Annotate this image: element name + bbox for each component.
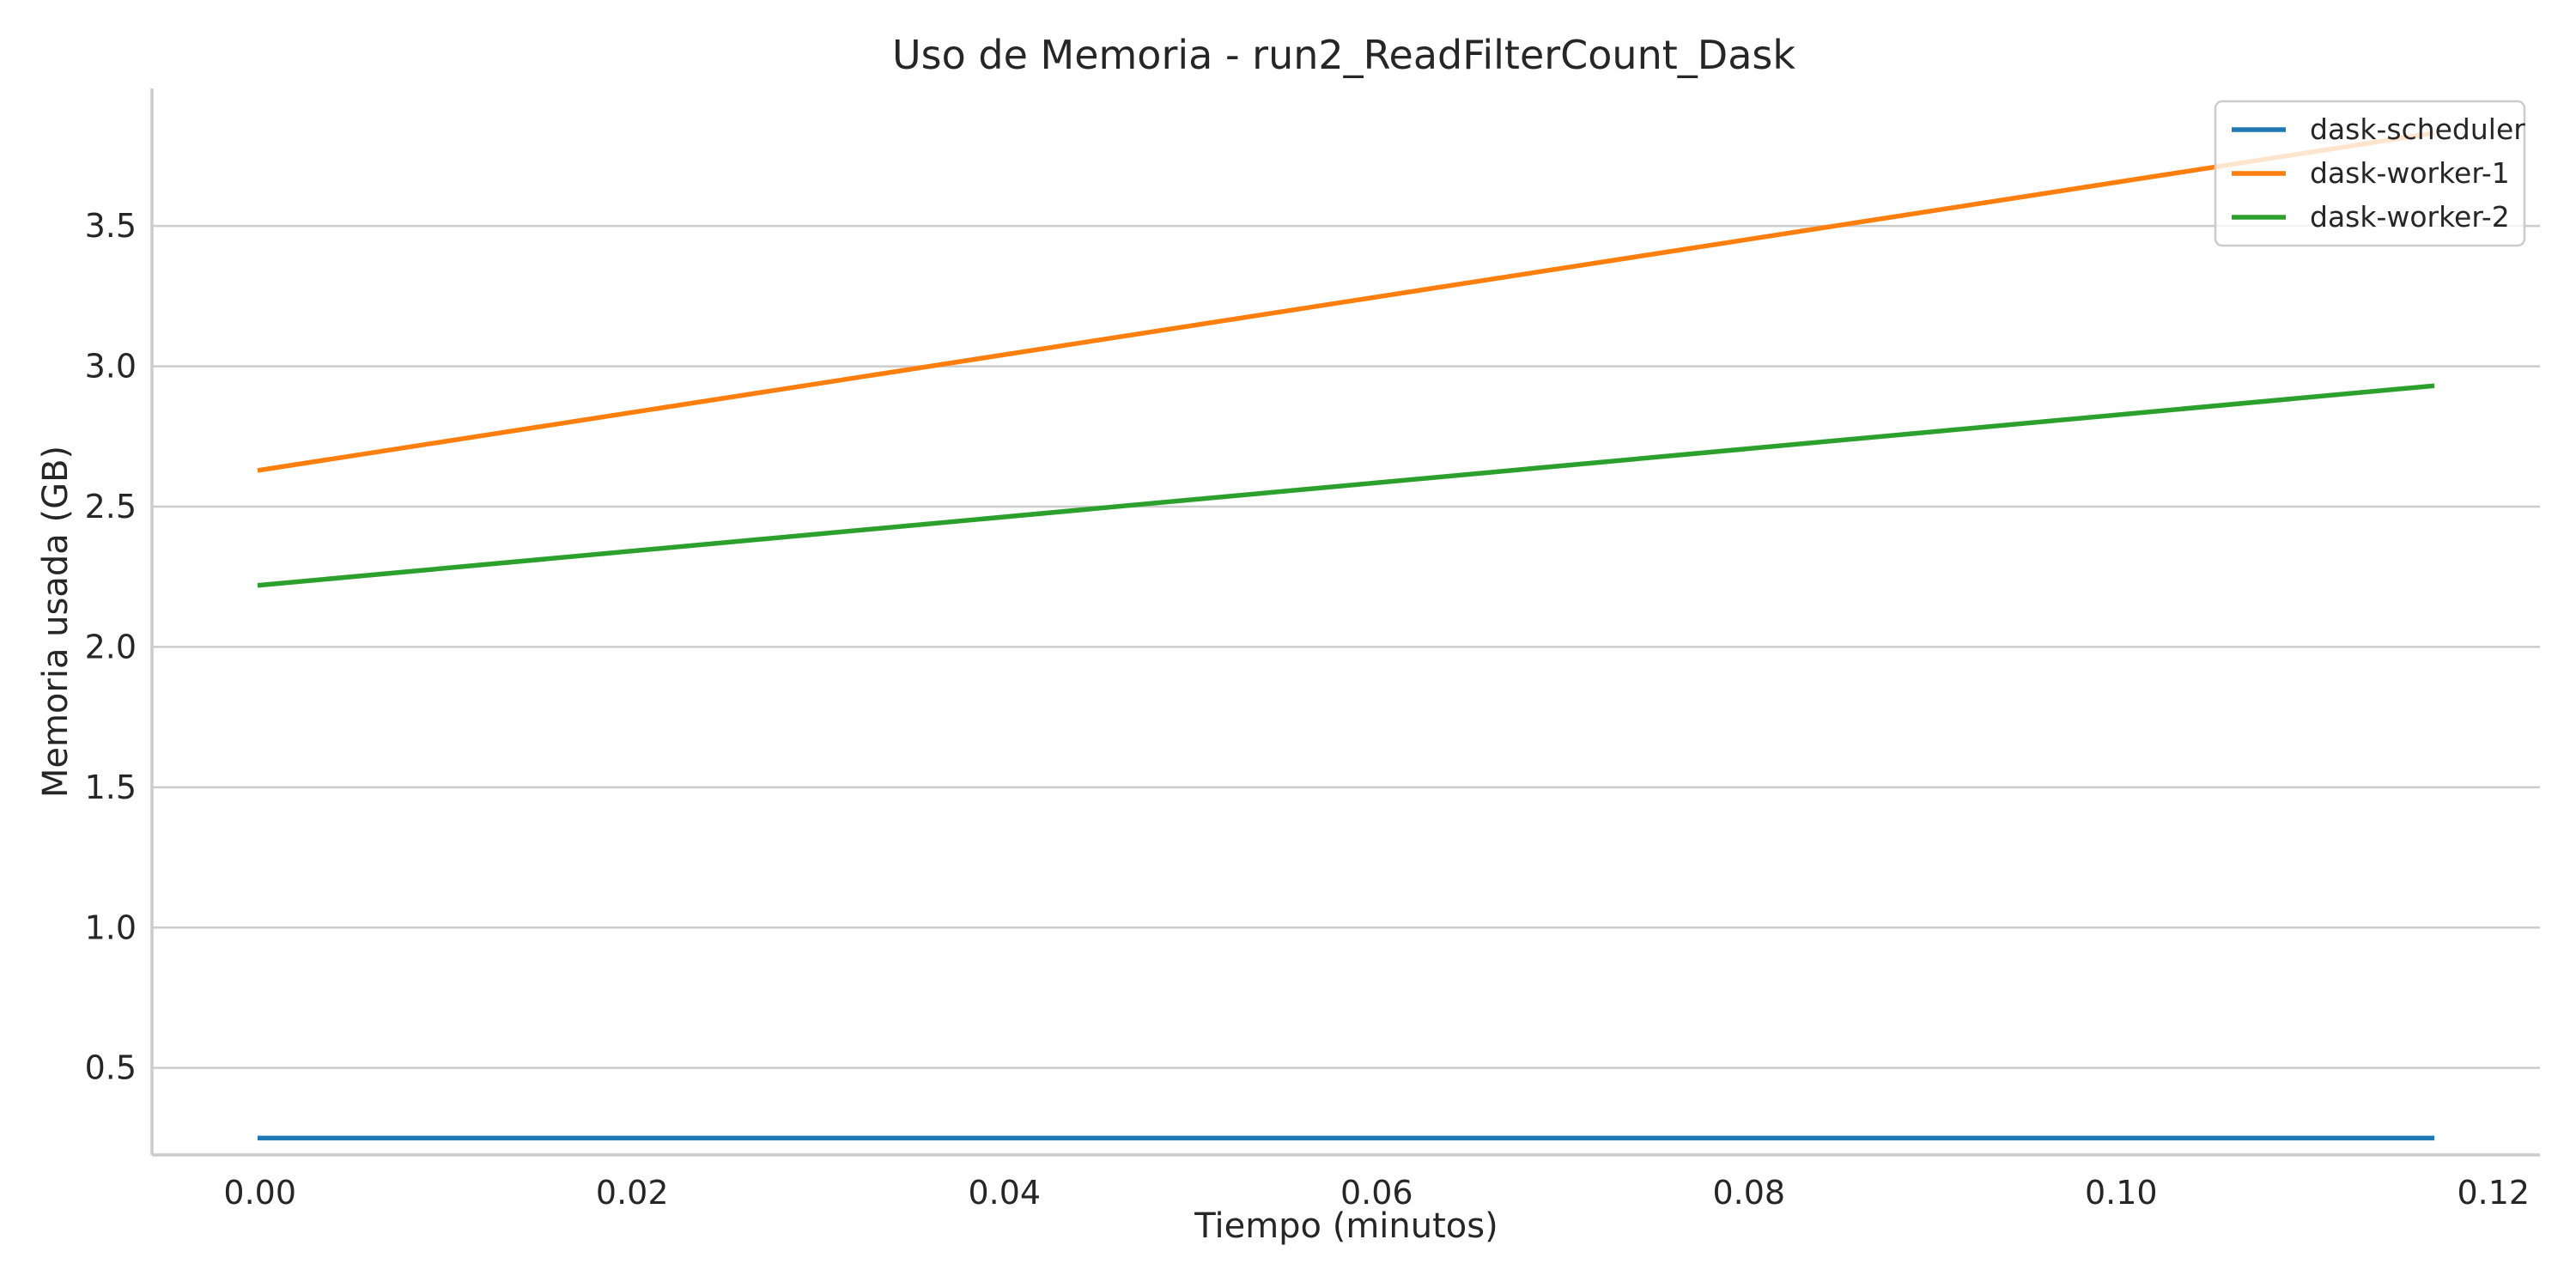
legend-label-dask-worker-1: dask-worker-1 <box>2310 156 2510 190</box>
y-axis-label: Memoria usada (GB) <box>36 446 76 798</box>
series-line-dask-worker-2 <box>257 383 2435 588</box>
x-tick-label: 0.12 <box>2458 1174 2530 1212</box>
legend: dask-scheduler dask-worker-1 dask-worker-2 <box>2214 100 2526 247</box>
legend-items: dask-scheduler dask-worker-1 dask-worker-2 <box>2232 112 2525 234</box>
series-line-dask-worker-1 <box>257 131 2435 473</box>
x-tick-label: 0.08 <box>1712 1174 1785 1212</box>
x-axis-label: Tiempo (minutos) <box>1194 1206 1498 1246</box>
x-tick-label: 0.00 <box>223 1174 296 1212</box>
x-tick-label: 0.10 <box>2085 1174 2158 1212</box>
y-tick-label: 1.5 <box>85 769 137 806</box>
x-tick-label: 0.06 <box>1340 1174 1413 1212</box>
y-tick-label: 2.0 <box>85 628 137 665</box>
chart-title: Uso de Memoria - run2_ReadFilterCount_Da… <box>892 32 1795 78</box>
y-tick-label: 3.0 <box>85 348 137 386</box>
x-tick-label: 0.04 <box>968 1174 1041 1212</box>
y-tick-label: 3.5 <box>85 207 137 245</box>
y-tick-labels: 0.5 1.0 1.5 2.0 2.5 3.0 3.5 <box>85 207 137 1087</box>
y-tick-label: 2.5 <box>85 488 137 526</box>
series-lines <box>257 131 2435 1141</box>
y-tick-label: 0.5 <box>85 1049 137 1087</box>
legend-label-dask-scheduler: dask-scheduler <box>2310 112 2525 146</box>
legend-label-dask-worker-2: dask-worker-2 <box>2310 200 2510 234</box>
x-tick-labels: 0.00 0.02 0.04 0.06 0.08 0.10 0.12 <box>223 1174 2530 1212</box>
legend-frame <box>2214 100 2526 247</box>
x-tick-label: 0.02 <box>596 1174 669 1212</box>
grid-lines <box>152 224 2540 1069</box>
y-tick-label: 1.0 <box>85 908 137 946</box>
